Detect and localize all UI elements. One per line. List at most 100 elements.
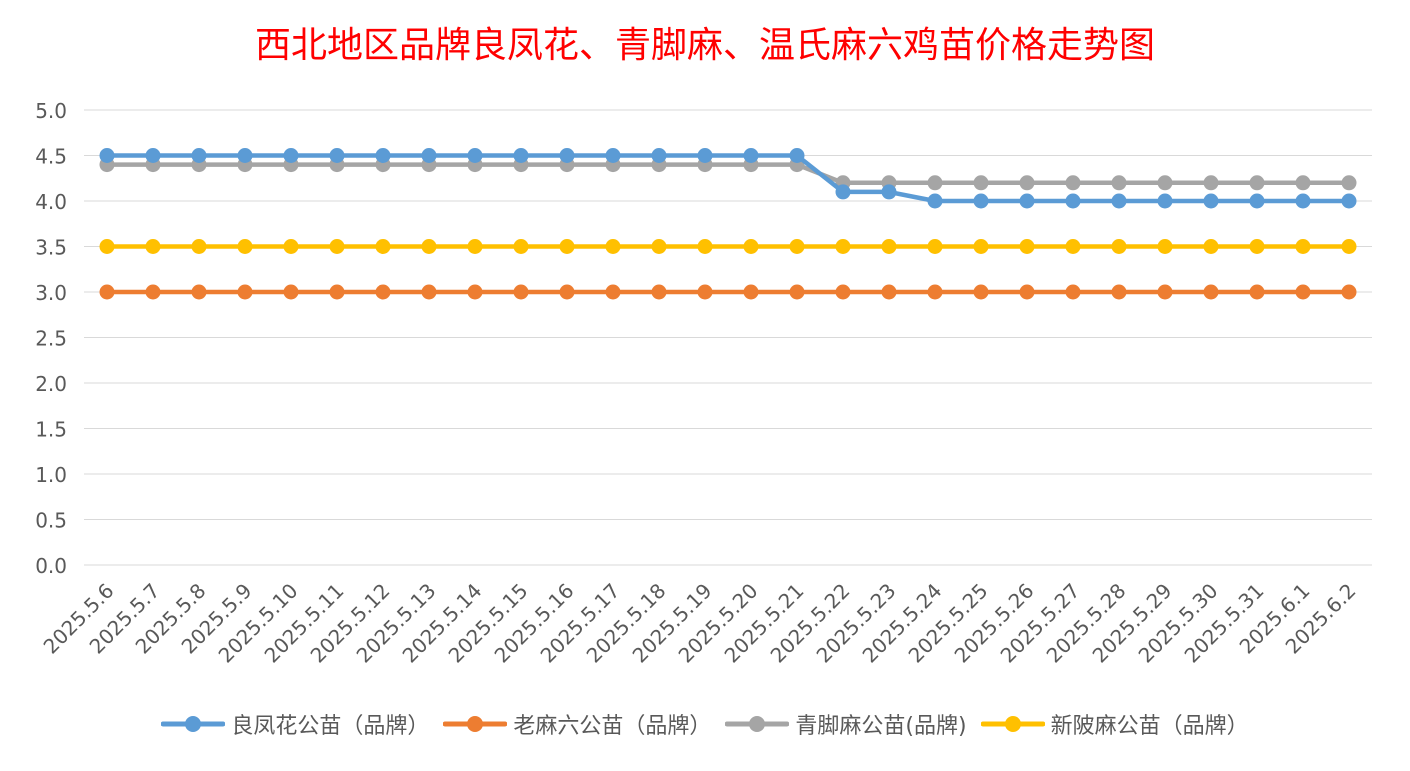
data-point [1341, 175, 1357, 191]
data-point [513, 284, 529, 300]
data-point [1341, 193, 1357, 209]
legend-item: 老麻六公苗（品牌） [443, 708, 711, 740]
chart-title: 西北地区品牌良凤花、青脚麻、温氏麻六鸡苗价格走势图 [254, 25, 1155, 66]
y-tick-label: 0.0 [35, 554, 67, 578]
data-point [1295, 175, 1311, 191]
legend-swatch [443, 716, 508, 732]
data-point [1249, 175, 1265, 191]
legend: 良凤花公苗（品牌） 老麻六公苗（品牌） 青脚麻公苗(品牌) 新陂麻公苗（品牌） [0, 706, 1410, 742]
data-point [743, 148, 759, 163]
y-tick-label: 2.0 [35, 372, 67, 396]
data-point [927, 239, 943, 254]
data-point [191, 284, 207, 300]
data-point [421, 148, 437, 163]
data-point [835, 239, 851, 254]
data-point [467, 284, 483, 300]
data-point [1203, 239, 1219, 254]
data-point [1249, 239, 1265, 254]
data-point [329, 284, 345, 300]
data-point [191, 148, 207, 163]
data-point [283, 148, 299, 163]
data-point [973, 175, 989, 191]
data-point [375, 284, 391, 300]
legend-label: 青脚麻公苗(品牌) [795, 714, 967, 739]
data-point [375, 148, 391, 163]
data-point [191, 239, 207, 254]
data-point [1295, 239, 1311, 254]
data-point [1295, 284, 1311, 300]
data-point [145, 239, 161, 254]
data-point [329, 239, 345, 254]
data-point [605, 239, 621, 254]
y-tick-label: 4.5 [35, 145, 67, 169]
data-point [743, 284, 759, 300]
data-point [1295, 193, 1311, 209]
legend-item: 新陂麻公苗（品牌） [980, 708, 1249, 740]
data-point [927, 284, 943, 300]
data-point [1157, 239, 1173, 254]
data-point [1341, 239, 1357, 254]
data-point [421, 239, 437, 254]
data-point [1019, 239, 1035, 254]
data-point [1111, 175, 1127, 191]
data-point [697, 148, 713, 163]
data-point [1065, 284, 1081, 300]
data-point [697, 239, 713, 254]
data-point [1157, 193, 1173, 209]
data-point [237, 239, 253, 254]
legend-swatch [161, 716, 226, 732]
data-point [237, 148, 253, 163]
data-point [973, 193, 989, 209]
data-point [927, 175, 943, 191]
data-point [835, 184, 851, 200]
data-point [1111, 193, 1127, 209]
data-point [1019, 284, 1035, 300]
data-point [1203, 175, 1219, 191]
data-point [559, 239, 575, 254]
legend-swatch [725, 716, 790, 732]
y-tick-label: 0.5 [35, 509, 67, 533]
data-point [559, 148, 575, 163]
data-point [927, 193, 943, 209]
data-point [697, 284, 713, 300]
data-point [375, 239, 391, 254]
data-point [973, 284, 989, 300]
data-point [605, 284, 621, 300]
data-point [1249, 284, 1265, 300]
series-line-0 [104, 153, 1352, 204]
data-point [1157, 284, 1173, 300]
y-tick-label: 1.5 [35, 418, 67, 442]
y-tick-label: 3.5 [35, 236, 67, 260]
data-point [329, 148, 345, 163]
y-tick-label: 1.0 [35, 463, 67, 487]
y-tick-label: 4.0 [35, 190, 67, 214]
data-point [1203, 284, 1219, 300]
data-point [1019, 193, 1035, 209]
legend-label: 老麻六公苗（品牌） [513, 714, 712, 739]
data-point [1065, 175, 1081, 191]
data-point [1341, 284, 1357, 300]
data-point [605, 148, 621, 163]
legend-label: 良凤花公苗（品牌） [231, 714, 430, 739]
data-point [145, 148, 161, 163]
data-point [513, 239, 529, 254]
data-point [743, 239, 759, 254]
data-point [1111, 284, 1127, 300]
data-point [237, 284, 253, 300]
data-point [283, 284, 299, 300]
data-point [1203, 193, 1219, 209]
legend-swatch [980, 716, 1045, 732]
data-point [835, 284, 851, 300]
data-point [99, 239, 115, 254]
data-point [881, 284, 897, 300]
data-point [559, 284, 575, 300]
legend-item: 良凤花公苗（品牌） [161, 708, 429, 740]
data-point [421, 284, 437, 300]
data-point [145, 284, 161, 300]
data-point [973, 239, 989, 254]
legend-item: 青脚麻公苗(品牌) [725, 708, 967, 740]
data-point [881, 239, 897, 254]
data-point [99, 148, 115, 163]
